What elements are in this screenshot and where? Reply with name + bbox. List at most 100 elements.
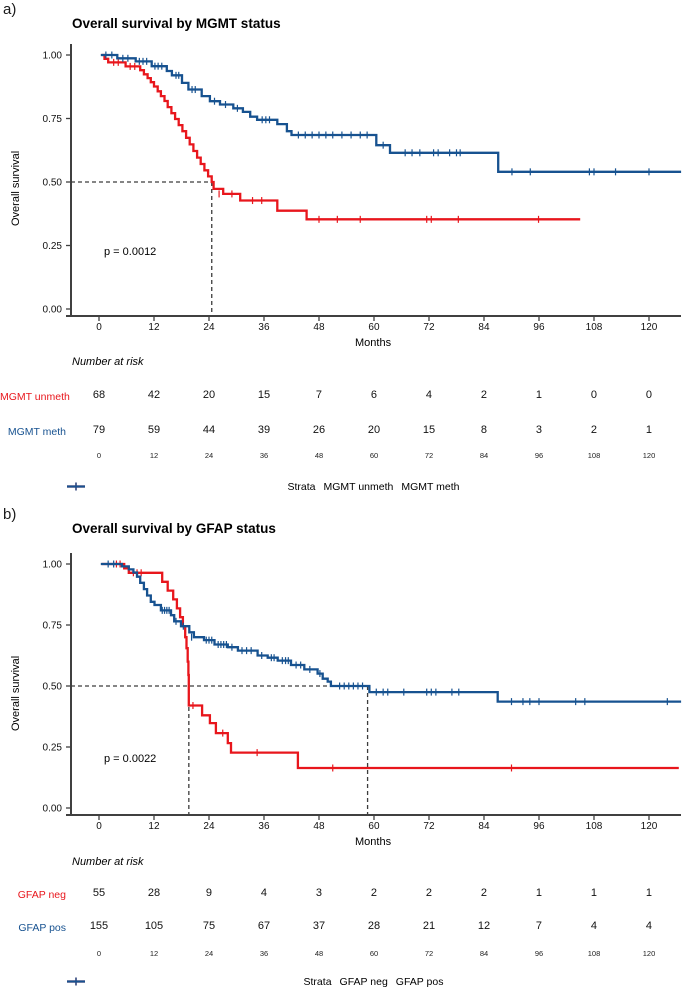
risk-count: 2 bbox=[371, 887, 377, 899]
risk-count: 1 bbox=[646, 887, 652, 899]
risk-row-label: GFAP pos bbox=[18, 922, 66, 934]
risk-count: 1 bbox=[536, 389, 542, 401]
risk-count: 20 bbox=[368, 424, 380, 436]
risk-count: 1 bbox=[591, 887, 597, 899]
panel-a-y-axis-label: Overall survival bbox=[10, 150, 22, 226]
x-tick-label: 0 bbox=[96, 821, 102, 832]
risk-axis-label: 120 bbox=[643, 451, 656, 460]
risk-row-label: MGMT meth bbox=[7, 426, 66, 438]
risk-count: 9 bbox=[206, 887, 212, 899]
risk-axis-label: 96 bbox=[535, 949, 543, 958]
risk-count: 7 bbox=[316, 389, 322, 401]
risk-count: 2 bbox=[426, 887, 432, 899]
legend-item: GFAP neg bbox=[67, 976, 388, 988]
risk-count: 68 bbox=[93, 389, 105, 401]
legend-item-label: GFAP neg bbox=[339, 976, 388, 988]
risk-axis-label: 48 bbox=[315, 451, 323, 460]
x-tick-label: 72 bbox=[423, 322, 435, 333]
risk-axis-label: 108 bbox=[588, 451, 601, 460]
legend-title: Strata bbox=[303, 976, 332, 988]
km-curve-red bbox=[101, 562, 679, 770]
risk-count: 7 bbox=[536, 920, 542, 932]
risk-count: 4 bbox=[646, 920, 652, 932]
panel-a-number-at-risk-header: Number at risk bbox=[72, 356, 144, 368]
risk-axis-label: 12 bbox=[150, 451, 158, 460]
panel-b-title: Overall survival by GFAP status bbox=[72, 521, 276, 536]
panel-a-title: Overall survival by MGMT status bbox=[72, 16, 281, 31]
risk-count: 28 bbox=[368, 920, 380, 932]
risk-count: 12 bbox=[478, 920, 490, 932]
x-tick-label: 12 bbox=[148, 322, 160, 333]
risk-count: 155 bbox=[90, 920, 108, 932]
x-tick-label: 36 bbox=[258, 821, 270, 832]
risk-axis-label: 120 bbox=[643, 949, 656, 958]
panel-a: 0.00 0.25 0.50 0.75 1.00 0 0 12 12 24 24 36 36 48 48 60… bbox=[0, 1, 682, 493]
x-tick-label: 0 bbox=[96, 322, 102, 333]
x-tick-label: 96 bbox=[533, 821, 545, 832]
legend-item-label: MGMT meth bbox=[401, 481, 460, 493]
y-tick-label: 0.00 bbox=[43, 305, 63, 316]
x-tick-label: 84 bbox=[478, 821, 490, 832]
risk-axis-label: 36 bbox=[260, 451, 268, 460]
legend-item-label: GFAP pos bbox=[395, 976, 444, 988]
x-tick-label: 12 bbox=[148, 821, 160, 832]
legend-item: MGMT unmeth bbox=[67, 481, 393, 493]
risk-axis-label: 84 bbox=[480, 451, 488, 460]
risk-count: 21 bbox=[423, 920, 435, 932]
risk-count: 2 bbox=[481, 887, 487, 899]
risk-count: 75 bbox=[203, 920, 215, 932]
y-tick-label: 1.00 bbox=[43, 51, 63, 62]
risk-axis-label: 96 bbox=[535, 451, 543, 460]
x-tick-label: 108 bbox=[586, 821, 603, 832]
risk-axis-label: 24 bbox=[205, 451, 213, 460]
y-tick-label: 0.25 bbox=[43, 241, 63, 252]
panel-a-legend: Strata MGMT unmeth MGMT meth bbox=[66, 481, 681, 493]
panel-a-label: a) bbox=[3, 1, 17, 18]
risk-axis-label: 60 bbox=[370, 451, 378, 460]
y-tick-label: 0.00 bbox=[43, 804, 63, 815]
risk-count: 0 bbox=[646, 389, 652, 401]
x-tick-label: 60 bbox=[368, 322, 380, 333]
panel-a-pvalue: p = 0.0012 bbox=[104, 246, 157, 258]
x-tick-label: 120 bbox=[641, 322, 658, 333]
x-tick-label: 96 bbox=[533, 322, 545, 333]
risk-axis-label: 60 bbox=[370, 949, 378, 958]
risk-count: 28 bbox=[148, 887, 160, 899]
risk-count: 20 bbox=[203, 389, 215, 401]
risk-count: 59 bbox=[148, 424, 160, 436]
risk-count: 105 bbox=[145, 920, 163, 932]
panel-b-number-at-risk-header: Number at risk bbox=[72, 856, 144, 868]
risk-axis-label: 0 bbox=[97, 949, 101, 958]
panel-b: 0.00 0.25 0.50 0.75 1.00 0 0 12 12 24 24 36 36 48 48 60… bbox=[0, 505, 684, 990]
km-chart-mgmt: 0.000.250.500.751.0000121224243636484860… bbox=[43, 44, 682, 460]
y-tick-label: 0.75 bbox=[43, 114, 63, 125]
risk-row-label: GFAP neg bbox=[17, 889, 66, 901]
x-tick-label: 24 bbox=[203, 821, 215, 832]
risk-count: 1 bbox=[536, 887, 542, 899]
y-tick-label: 0.50 bbox=[43, 178, 63, 189]
panel-b-x-axis-label: Months bbox=[355, 836, 392, 848]
risk-count: 79 bbox=[93, 424, 105, 436]
risk-count: 4 bbox=[261, 887, 267, 899]
risk-axis-label: 84 bbox=[480, 949, 488, 958]
risk-axis-label: 12 bbox=[150, 949, 158, 958]
risk-count: 15 bbox=[423, 424, 435, 436]
risk-count: 67 bbox=[258, 920, 270, 932]
risk-count: 3 bbox=[316, 887, 322, 899]
km-chart-gfap: 0.000.250.500.751.0000121224243636484860… bbox=[43, 553, 682, 958]
risk-count: 15 bbox=[258, 389, 270, 401]
panel-b-pvalue: p = 0.0022 bbox=[104, 753, 157, 765]
x-tick-label: 72 bbox=[423, 821, 435, 832]
risk-count: 8 bbox=[481, 424, 487, 436]
x-tick-label: 84 bbox=[478, 322, 490, 333]
risk-count: 6 bbox=[371, 389, 377, 401]
y-tick-label: 0.50 bbox=[43, 682, 63, 693]
legend-marker-blue-icon bbox=[67, 977, 85, 986]
risk-count: 2 bbox=[591, 424, 597, 436]
legend-item: MGMT meth bbox=[67, 481, 460, 493]
km-curve-blue bbox=[100, 562, 682, 703]
panel-b-y-axis-label: Overall survival bbox=[10, 655, 22, 731]
x-tick-label: 48 bbox=[313, 821, 325, 832]
risk-axis-label: 24 bbox=[205, 949, 213, 958]
